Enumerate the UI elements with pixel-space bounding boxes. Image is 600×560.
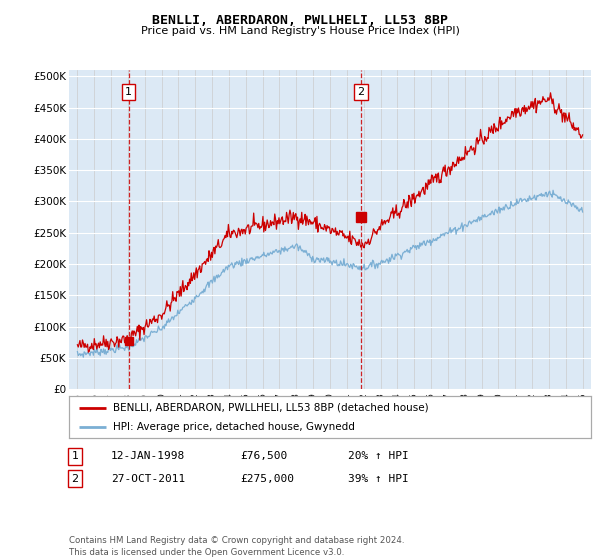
Text: 2: 2 <box>71 474 79 484</box>
Text: 39% ↑ HPI: 39% ↑ HPI <box>348 474 409 484</box>
Text: Price paid vs. HM Land Registry's House Price Index (HPI): Price paid vs. HM Land Registry's House … <box>140 26 460 36</box>
Text: 12-JAN-1998: 12-JAN-1998 <box>111 451 185 461</box>
Text: 2: 2 <box>357 87 364 97</box>
Text: BENLLI, ABERDARON, PWLLHELI, LL53 8BP (detached house): BENLLI, ABERDARON, PWLLHELI, LL53 8BP (d… <box>113 403 429 413</box>
Text: 1: 1 <box>125 87 132 97</box>
Text: BENLLI, ABERDARON, PWLLHELI, LL53 8BP: BENLLI, ABERDARON, PWLLHELI, LL53 8BP <box>152 14 448 27</box>
Text: £76,500: £76,500 <box>240 451 287 461</box>
Text: HPI: Average price, detached house, Gwynedd: HPI: Average price, detached house, Gwyn… <box>113 422 355 432</box>
Text: Contains HM Land Registry data © Crown copyright and database right 2024.
This d: Contains HM Land Registry data © Crown c… <box>69 536 404 557</box>
Text: 27-OCT-2011: 27-OCT-2011 <box>111 474 185 484</box>
Text: £275,000: £275,000 <box>240 474 294 484</box>
Text: 1: 1 <box>71 451 79 461</box>
Text: 20% ↑ HPI: 20% ↑ HPI <box>348 451 409 461</box>
